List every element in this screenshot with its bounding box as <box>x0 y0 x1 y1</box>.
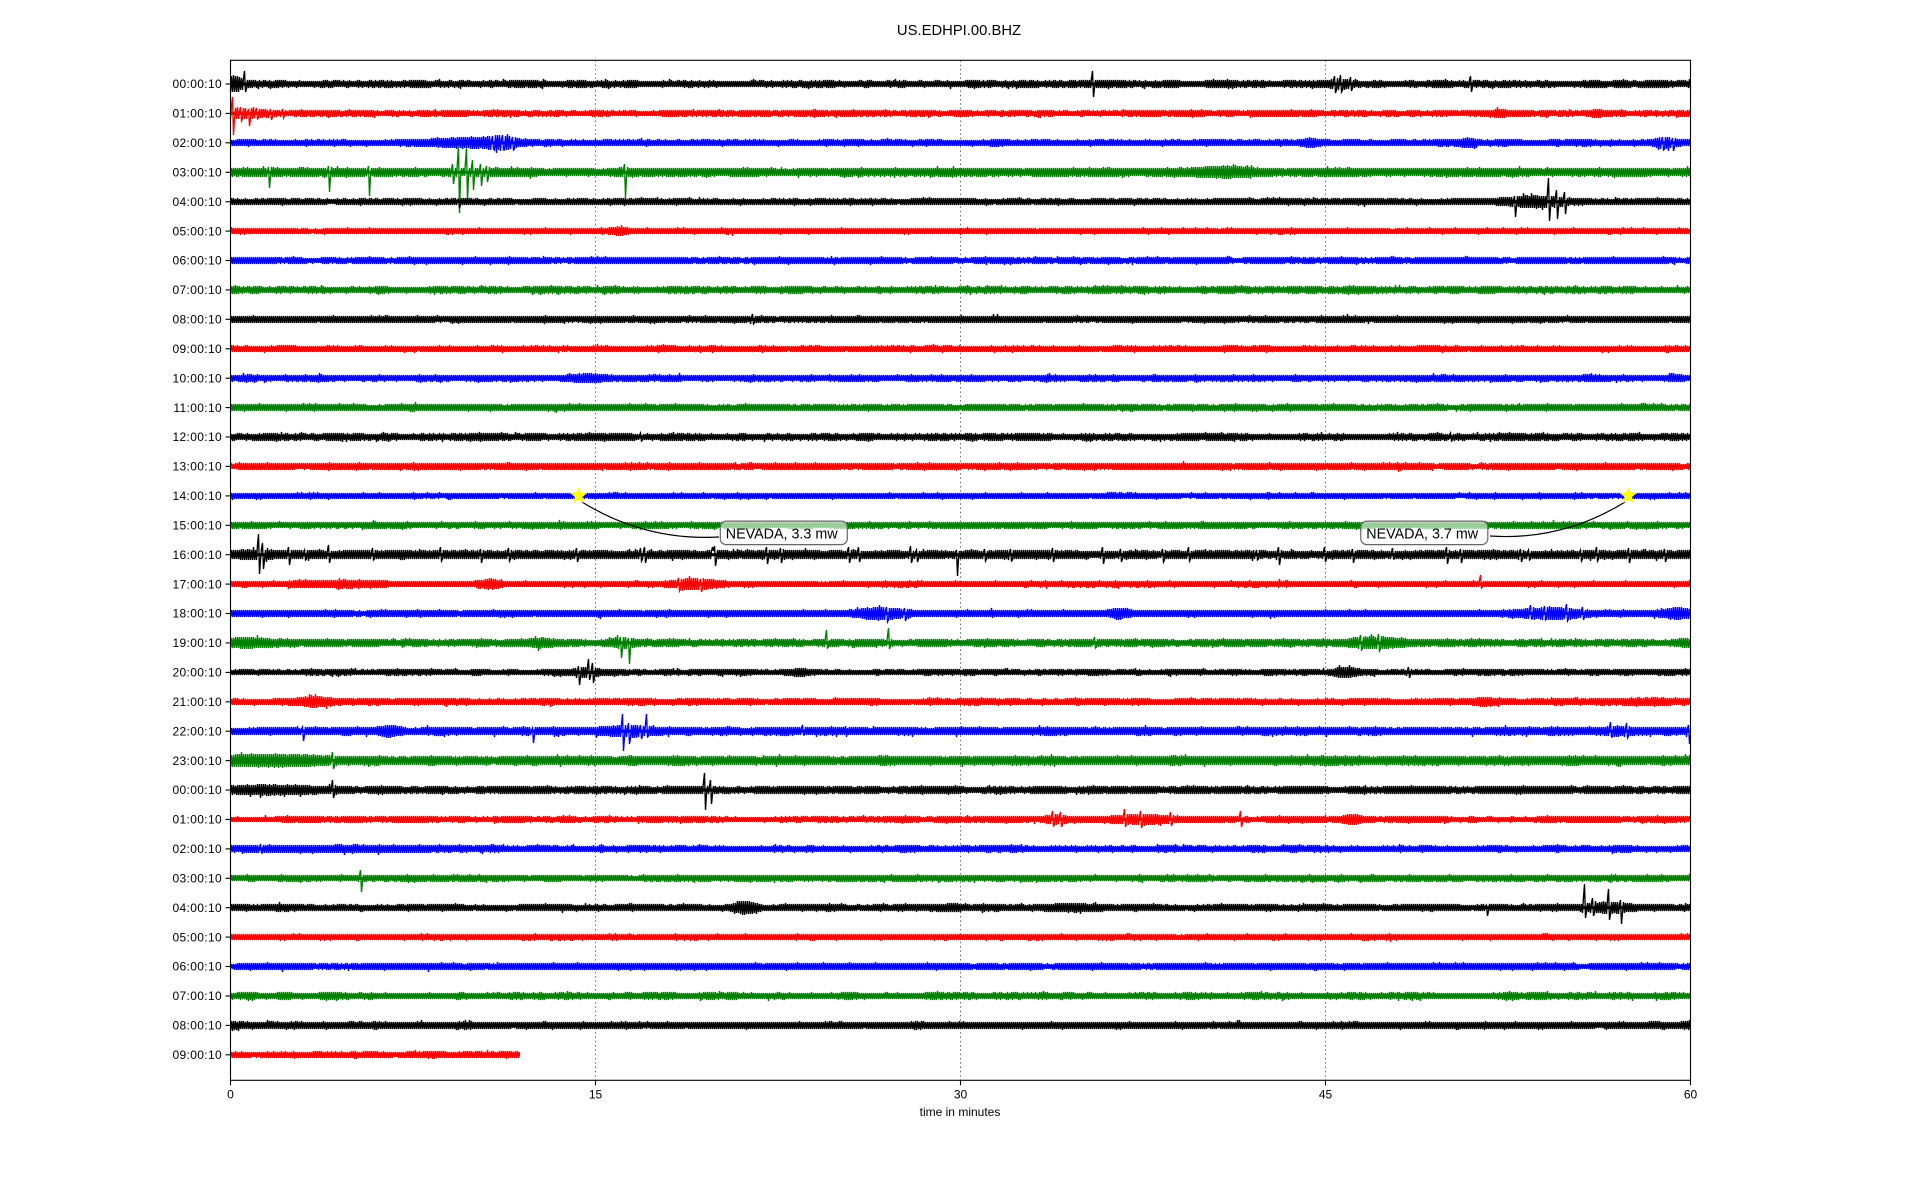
svg-text:13:00:10: 13:00:10 <box>172 460 222 474</box>
svg-text:07:00:10: 07:00:10 <box>172 989 222 1003</box>
svg-text:00:00:10: 00:00:10 <box>172 783 222 797</box>
svg-text:09:00:10: 09:00:10 <box>172 1048 222 1062</box>
svg-text:15: 15 <box>589 1088 603 1102</box>
svg-text:30: 30 <box>954 1088 968 1102</box>
svg-text:09:00:10: 09:00:10 <box>172 342 222 356</box>
svg-text:NEVADA, 3.3 mw: NEVADA, 3.3 mw <box>726 527 838 543</box>
svg-text:04:00:10: 04:00:10 <box>172 901 222 915</box>
svg-text:16:00:10: 16:00:10 <box>172 548 222 562</box>
svg-text:14:00:10: 14:00:10 <box>172 489 222 503</box>
svg-text:05:00:10: 05:00:10 <box>172 930 222 944</box>
svg-text:18:00:10: 18:00:10 <box>172 607 222 621</box>
svg-text:02:00:10: 02:00:10 <box>172 136 222 150</box>
svg-text:04:00:10: 04:00:10 <box>172 195 222 209</box>
svg-text:0: 0 <box>227 1088 234 1102</box>
svg-text:17:00:10: 17:00:10 <box>172 577 222 591</box>
svg-text:23:00:10: 23:00:10 <box>172 754 222 768</box>
svg-text:15:00:10: 15:00:10 <box>172 519 222 533</box>
svg-text:03:00:10: 03:00:10 <box>172 872 222 886</box>
svg-text:19:00:10: 19:00:10 <box>172 636 222 650</box>
svg-text:45: 45 <box>1319 1088 1333 1102</box>
svg-text:NEVADA, 3.7 mw: NEVADA, 3.7 mw <box>1366 527 1478 543</box>
svg-text:US.EDHPI.00.BHZ: US.EDHPI.00.BHZ <box>897 23 1021 39</box>
svg-text:01:00:10: 01:00:10 <box>172 107 222 121</box>
svg-text:60: 60 <box>1684 1088 1698 1102</box>
svg-text:08:00:10: 08:00:10 <box>172 313 222 327</box>
svg-text:02:00:10: 02:00:10 <box>172 842 222 856</box>
svg-text:10:00:10: 10:00:10 <box>172 371 222 385</box>
svg-text:22:00:10: 22:00:10 <box>172 724 222 738</box>
svg-text:03:00:10: 03:00:10 <box>172 166 222 180</box>
svg-text:time in minutes: time in minutes <box>920 1105 1001 1119</box>
svg-text:12:00:10: 12:00:10 <box>172 430 222 444</box>
svg-text:21:00:10: 21:00:10 <box>172 695 222 709</box>
svg-text:00:00:10: 00:00:10 <box>172 77 222 91</box>
svg-text:06:00:10: 06:00:10 <box>172 254 222 268</box>
svg-text:20:00:10: 20:00:10 <box>172 666 222 680</box>
svg-text:05:00:10: 05:00:10 <box>172 224 222 238</box>
svg-text:01:00:10: 01:00:10 <box>172 813 222 827</box>
svg-text:11:00:10: 11:00:10 <box>173 401 222 415</box>
svg-text:07:00:10: 07:00:10 <box>172 283 222 297</box>
svg-text:08:00:10: 08:00:10 <box>172 1019 222 1033</box>
svg-text:06:00:10: 06:00:10 <box>172 960 222 974</box>
